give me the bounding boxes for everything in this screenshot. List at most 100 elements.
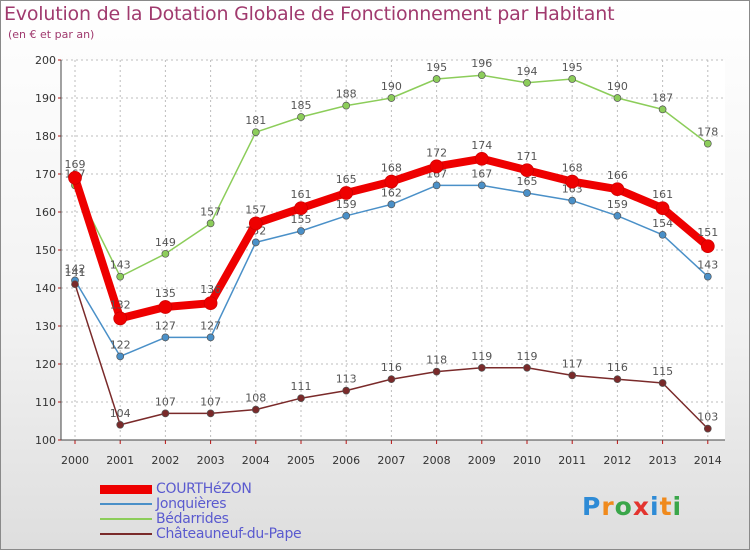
y-tick-label: 130: [35, 320, 56, 333]
y-tick-label: 160: [35, 206, 56, 219]
data-point-bedarrides: [432, 75, 441, 83]
x-tick-label: 2014: [694, 454, 722, 467]
data-label-courthezon: 132: [110, 298, 131, 311]
x-tick-label: 2008: [423, 454, 451, 467]
data-point-bedarrides: [206, 219, 215, 228]
data-point-bedarrides: [568, 75, 577, 83]
data-point-courthezon: [68, 170, 82, 185]
data-label-jonquieres: 154: [652, 217, 673, 230]
data-point-jonquieres: [703, 272, 712, 281]
data-point-jonquieres: [342, 211, 351, 220]
data-label-bedarrides: 190: [607, 80, 628, 93]
data-label-jonquieres: 159: [607, 198, 628, 211]
data-point-bedarrides: [161, 249, 170, 258]
data-point-courthezon: [339, 186, 354, 200]
data-point-jonquieres: [658, 230, 667, 239]
logo-letter: t: [659, 492, 673, 521]
y-tick-label: 170: [35, 168, 56, 181]
legend-label-chateauneuf: Châteauneuf-du-Pape: [156, 526, 302, 542]
x-tick-label: 2000: [61, 454, 89, 467]
y-tick-label: 110: [35, 396, 56, 409]
x-tick-label: 2011: [558, 454, 586, 467]
x-tick-label: 2001: [106, 454, 134, 467]
data-point-jonquieres: [297, 227, 305, 235]
data-point-bedarrides: [251, 128, 260, 137]
data-point-courthezon: [384, 174, 399, 189]
legend-swatch-chateauneuf: [100, 533, 152, 535]
data-label-courthezon: 136: [200, 283, 221, 296]
data-label-courthezon: 169: [65, 158, 86, 171]
data-point-chateauneuf-du-pape: [613, 375, 622, 384]
data-point-bedarrides: [297, 113, 305, 121]
data-point-courthezon: [610, 182, 625, 197]
data-point-bedarrides: [116, 272, 125, 281]
legend-swatch-jonquieres: [100, 503, 152, 505]
logo-letter: i: [672, 492, 683, 521]
data-label-chateauneuf-du-pape: 118: [426, 354, 447, 367]
data-point-chateauneuf-du-pape: [116, 420, 125, 429]
data-point-jonquieres: [432, 181, 441, 190]
data-label-bedarrides: 157: [200, 205, 221, 218]
data-point-jonquieres: [523, 189, 531, 197]
data-point-courthezon: [429, 159, 444, 174]
data-label-courthezon: 168: [562, 162, 583, 175]
data-label-bedarrides: 195: [562, 61, 583, 74]
data-label-jonquieres: 127: [200, 319, 221, 332]
data-point-courthezon: [565, 174, 580, 189]
logo-letter: x: [632, 492, 650, 521]
logo-letter: i: [650, 492, 660, 521]
data-label-jonquieres: 167: [471, 167, 492, 180]
data-label-bedarrides: 188: [336, 88, 357, 101]
logo-letter: o: [614, 492, 633, 521]
y-tick-label: 190: [35, 92, 56, 105]
data-label-chateauneuf-du-pape: 119: [517, 350, 538, 363]
data-label-courthezon: 157: [245, 203, 266, 216]
data-point-jonquieres: [161, 333, 170, 342]
data-label-chateauneuf-du-pape: 119: [471, 350, 492, 363]
data-label-bedarrides: 185: [291, 99, 312, 112]
data-point-jonquieres: [206, 333, 215, 342]
data-point-jonquieres: [613, 211, 622, 220]
data-point-chateauneuf-du-pape: [387, 375, 396, 384]
data-point-courthezon: [203, 296, 218, 311]
data-label-chateauneuf-du-pape: 141: [65, 266, 86, 279]
data-point-bedarrides: [477, 71, 486, 80]
legend-label-jonquieres: Jonquières: [156, 496, 227, 512]
data-label-jonquieres: 165: [517, 175, 538, 188]
data-label-jonquieres: 142: [65, 262, 86, 275]
data-point-jonquieres: [568, 196, 577, 205]
legend-label-bedarrides: Bédarrides: [156, 511, 229, 527]
data-label-chateauneuf-du-pape: 117: [562, 357, 583, 370]
data-label-jonquieres: 162: [381, 186, 402, 199]
data-label-courthezon: 135: [155, 287, 176, 300]
data-point-courthezon: [158, 300, 173, 314]
logo-letter: P: [582, 492, 602, 521]
data-point-bedarrides: [342, 101, 351, 110]
data-point-bedarrides: [613, 94, 622, 102]
x-tick-label: 2006: [332, 454, 360, 467]
data-label-bedarrides: 187: [652, 91, 673, 104]
data-point-courthezon: [294, 201, 308, 216]
data-point-jonquieres: [477, 181, 486, 190]
data-label-chateauneuf-du-pape: 111: [291, 380, 312, 393]
data-label-courthezon: 174: [471, 139, 492, 152]
legend-label-courthezon: COURTHéZON: [156, 481, 252, 497]
data-label-courthezon: 151: [697, 226, 718, 239]
data-point-courthezon: [700, 239, 715, 254]
data-point-courthezon: [474, 151, 489, 166]
x-tick-label: 2007: [377, 454, 405, 467]
data-point-bedarrides: [703, 139, 712, 148]
data-point-chateauneuf-du-pape: [658, 379, 667, 387]
data-label-courthezon: 166: [607, 169, 628, 182]
data-point-courthezon: [113, 311, 128, 326]
data-point-courthezon: [248, 216, 263, 231]
data-label-chateauneuf-du-pape: 107: [155, 395, 176, 408]
data-point-chateauneuf-du-pape: [297, 394, 305, 403]
data-label-courthezon: 171: [517, 150, 538, 163]
data-point-chateauneuf-du-pape: [568, 371, 577, 380]
chart-subtitle: (en € et par an): [8, 28, 95, 41]
y-tick-label: 140: [35, 282, 56, 295]
data-label-bedarrides: 195: [426, 61, 447, 74]
data-label-chateauneuf-du-pape: 113: [336, 373, 357, 386]
data-label-courthezon: 172: [426, 146, 447, 159]
